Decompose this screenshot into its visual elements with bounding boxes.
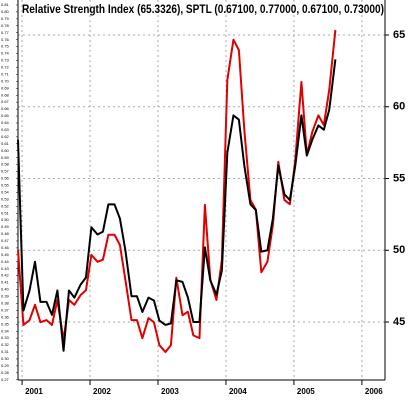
y2-tick-label: 0.31 — [1, 349, 10, 354]
y-tick-label: 50 — [393, 244, 405, 256]
x-tick-label: 2005 — [297, 387, 315, 396]
y2-tick-label: 0.81 — [1, 2, 10, 7]
y2-tick-label: 0.63 — [1, 127, 10, 132]
y2-tick-label: 0.33 — [1, 335, 10, 340]
y2-tick-label: 0.58 — [1, 162, 10, 167]
y2-tick-label: 0.34 — [1, 328, 10, 333]
y2-tick-label: 0.55 — [1, 183, 10, 188]
y2-tick-label: 0.71 — [1, 71, 10, 76]
y2-tick-label: 0.69 — [1, 85, 10, 90]
y2-tick-label: 0.45 — [1, 252, 10, 257]
y-tick-label: 45 — [393, 316, 405, 328]
y2-tick-label: 0.44 — [1, 259, 10, 264]
y-tick-label: 65 — [393, 29, 405, 41]
x-tick-label: 2003 — [161, 387, 179, 396]
x-tick-label: 2001 — [25, 387, 43, 396]
x-tick-label: 2002 — [93, 387, 111, 396]
y2-tick-label: 0.64 — [1, 120, 10, 125]
y2-tick-label: 0.79 — [1, 16, 10, 21]
y2-tick-label: 0.32 — [1, 342, 10, 347]
y2-tick-label: 0.37 — [1, 307, 10, 312]
y2-tick-label: 0.78 — [1, 23, 10, 28]
y2-tick-label: 0.27 — [1, 377, 10, 382]
y2-tick-label: 0.38 — [1, 301, 10, 306]
y2-tick-label: 0.39 — [1, 294, 10, 299]
y2-tick-label: 0.73 — [1, 58, 10, 63]
y2-tick-label: 0.77 — [1, 30, 10, 35]
y2-tick-label: 0.50 — [1, 217, 10, 222]
y2-tick-label: 0.57 — [1, 169, 10, 174]
chart-title: Relative Strength Index (65.3326), SPTL … — [22, 4, 384, 16]
y2-tick-label: 0.52 — [1, 203, 10, 208]
y2-tick-label: 0.51 — [1, 210, 10, 215]
y2-tick-label: 0.74 — [1, 51, 10, 56]
y2-tick-label: 0.42 — [1, 273, 10, 278]
y2-tick-label: 0.60 — [1, 148, 10, 153]
series-line — [17, 59, 337, 352]
y2-tick-label: 0.75 — [1, 44, 10, 49]
y2-tick-label: 0.30 — [1, 356, 10, 361]
y2-tick-label: 0.65 — [1, 113, 10, 118]
y2-tick-label: 0.28 — [1, 370, 10, 375]
x-tick-label: 2006 — [365, 387, 383, 396]
y2-tick-label: 0.54 — [1, 189, 10, 194]
y2-tick-label: 0.66 — [1, 106, 10, 111]
y2-tick-label: 0.56 — [1, 176, 10, 181]
y2-tick-label: 0.61 — [1, 141, 10, 146]
y2-tick-label: 0.41 — [1, 280, 10, 285]
y2-tick-label: 0.59 — [1, 155, 10, 160]
y2-tick-label: 0.53 — [1, 196, 10, 201]
y2-tick-label: 0.36 — [1, 314, 10, 319]
y2-tick-label: 0.76 — [1, 37, 10, 42]
y2-tick-label: 0.47 — [1, 238, 10, 243]
y-tick-label: 55 — [393, 172, 405, 184]
y2-tick-label: 0.49 — [1, 224, 10, 229]
x-tick-label: 2004 — [229, 387, 247, 396]
y2-tick-label: 0.43 — [1, 266, 10, 271]
y2-tick-label: 0.35 — [1, 321, 10, 326]
y2-tick-label: 0.62 — [1, 134, 10, 139]
y-tick-label: 60 — [393, 101, 405, 113]
y2-tick-label: 0.67 — [1, 99, 10, 104]
y2-tick-label: 0.40 — [1, 287, 10, 292]
y2-tick-label: 0.80 — [1, 9, 10, 14]
y2-tick-label: 0.29 — [1, 363, 10, 368]
y2-tick-label: 0.70 — [1, 78, 10, 83]
y2-tick-label: 0.68 — [1, 92, 10, 97]
y2-tick-label: 0.72 — [1, 65, 10, 70]
y2-tick-label: 0.46 — [1, 245, 10, 250]
y2-tick-label: 0.48 — [1, 231, 10, 236]
